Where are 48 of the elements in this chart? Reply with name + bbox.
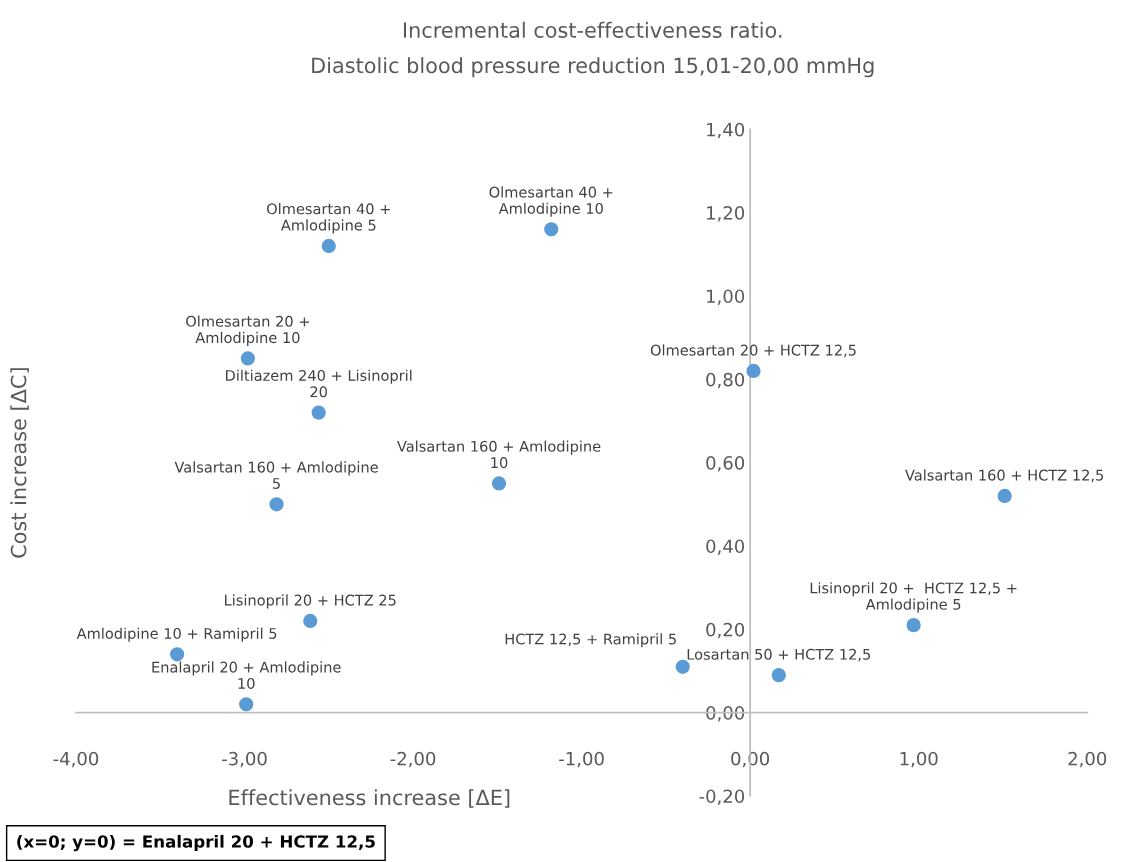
y-tick-label: 0,40 (706, 539, 745, 555)
text: (x=0; y=0) = Enalapril 20 + HCTZ 12,5 (17, 834, 375, 852)
y-tick-label: 0,60 (706, 456, 745, 472)
point (906, 618, 921, 633)
y-tick-label: -0,20 (699, 789, 745, 805)
annotation: Losartan 50 + HCTZ 12,5 (687, 648, 871, 662)
annotation: Enalapril 20 + Amlodipine 10 (152, 661, 341, 689)
x-tick-label: -1,00 (559, 751, 604, 768)
annotation: Valsartan 160 + Amlodipine 10 (397, 440, 601, 469)
point (170, 647, 185, 662)
point (675, 659, 690, 674)
annotation: Lisinopril 20 + HCTZ 12,5 + Amlodipine 5 (810, 582, 1017, 613)
annotation: Valsartan 160 + HCTZ 12,5 (905, 469, 1104, 483)
y-tick-label: 0,20 (706, 622, 745, 639)
x-tick-label: 1,00 (900, 751, 938, 768)
x-axis-title: Effectiveness increase [ΔE] (229, 789, 510, 808)
annotation: Olmesartan 40 + Amlodipine 5 (267, 203, 390, 234)
point (269, 497, 284, 512)
annotation: Lisinopril 20 + HCTZ 25 (225, 594, 396, 609)
point (491, 476, 507, 491)
annotation: Olmesartan 40 + Amlodipine 10 (489, 186, 613, 217)
point (239, 697, 254, 712)
chart-subtitle: Diastolic blood pressure reduction 15,01-20,00 mmHg (312, 57, 874, 78)
point (544, 222, 559, 237)
y-tick-label: 1,00 (707, 289, 745, 305)
x-tick-label: -3,00 (222, 751, 267, 768)
x-tick-label: 2,00 (1068, 751, 1107, 768)
y-axis-title: Cost increase [ΔC] (10, 368, 29, 558)
y-tick-label: 1,20 (707, 206, 745, 222)
annotation: HCTZ 12,5 + Ramipril 5 (505, 633, 676, 648)
y-tick-label: 0,80 (706, 372, 745, 389)
point (321, 238, 336, 254)
point (311, 405, 326, 420)
x-tick-label: 0,00 (731, 751, 770, 768)
x-tick-label: -4,00 (53, 751, 99, 768)
annotation: Amlodipine 10 + Ramipril 5 (76, 627, 277, 642)
chart-title: Incremental cost-effectiveness ratio. (403, 21, 782, 38)
point (997, 488, 1012, 504)
annotation: Diltiazem 240 + Lisinopril 20 (226, 369, 412, 398)
y-tick-label: 1,40 (707, 122, 745, 139)
annotation: Olmesartan 20 + Amlodipine 10 (186, 315, 309, 346)
annotation: Olmesartan 20 + HCTZ 12,5 (650, 344, 856, 358)
annotation: Valsartan 160 + Amlodipine 5 (174, 461, 378, 489)
point (771, 668, 786, 683)
point (303, 613, 318, 629)
point (240, 351, 255, 366)
x-tick-label: -2,00 (390, 751, 436, 768)
point (746, 363, 761, 379)
